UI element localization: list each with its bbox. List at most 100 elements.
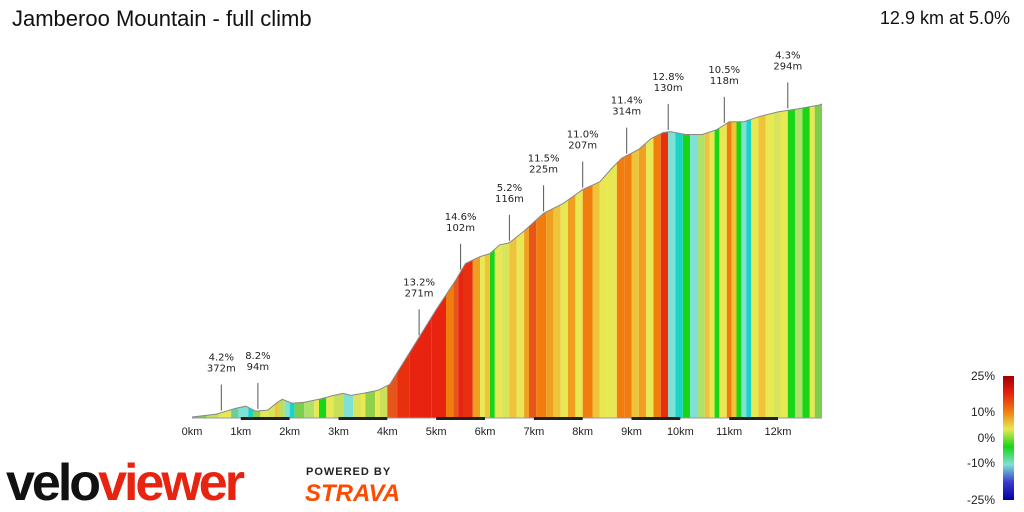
x-tick-label: 2km	[279, 426, 300, 438]
km-bar	[729, 417, 778, 420]
x-tick-label: 1km	[230, 426, 251, 438]
gradient-band	[736, 121, 742, 418]
gradient-band	[524, 226, 529, 418]
powered-by-label: POWERED BY	[306, 466, 392, 478]
km-bar	[240, 417, 290, 420]
gradient-band	[343, 393, 354, 418]
gradient-band	[536, 212, 547, 418]
segment-annotation: 10.5%118m	[708, 65, 740, 123]
gradient-band	[719, 123, 727, 419]
gradient-band	[253, 409, 261, 418]
annotation-grade: 13.2%	[403, 277, 435, 288]
gradient-band	[660, 131, 669, 418]
x-tick-label: 4km	[377, 426, 398, 438]
annotation-length: 102m	[446, 223, 475, 234]
gradient-band	[421, 317, 432, 418]
gradient-band	[568, 194, 576, 418]
svg-text:veloviewer: veloviewer	[6, 454, 245, 512]
segment-annotation: 12.8%130m	[652, 72, 684, 130]
gradient-band	[773, 111, 781, 418]
annotation-grade: 14.6%	[445, 212, 477, 223]
x-tick-label: 8km	[572, 426, 593, 438]
segment-annotation: 11.0%207m	[567, 130, 599, 188]
gradient-band	[387, 372, 398, 418]
gradient-band	[529, 219, 537, 418]
segment-annotations: 4.2%372m 8.2%94m 13.2%271m 14.6%102m 5.2%116…	[207, 50, 802, 411]
gradient-band	[560, 200, 568, 418]
segment-annotation: 5.2%116m	[495, 183, 524, 241]
gradient-band	[360, 392, 366, 418]
annotation-length: 94m	[247, 362, 269, 373]
gradient-band	[278, 399, 285, 418]
gradient-band	[704, 132, 710, 418]
annotation-grade: 11.4%	[611, 96, 643, 107]
km-bar	[436, 417, 485, 420]
gradient-band	[607, 163, 617, 418]
gradient-band	[509, 236, 517, 418]
gradient-band	[284, 400, 290, 418]
veloviewer-logo: veloviewer	[6, 454, 248, 512]
annotation-length: 314m	[612, 107, 641, 118]
gradient-band	[726, 121, 732, 418]
annotation-grade: 8.2%	[245, 351, 270, 362]
gradient-band	[751, 116, 759, 419]
gradient-band	[690, 134, 698, 418]
gradient-band	[575, 189, 583, 418]
annotation-length: 225m	[529, 164, 558, 175]
gradient-band	[365, 390, 376, 418]
gradient-band	[553, 204, 561, 418]
segment-annotation: 11.5%225m	[528, 153, 559, 212]
segment-annotation: 11.4%314m	[611, 96, 643, 154]
x-tick-label: 3km	[328, 426, 349, 438]
gradient-band	[653, 133, 661, 418]
segment-annotation: 13.2%271m	[403, 277, 435, 336]
gradient-legend-label: 10%	[971, 405, 995, 419]
page-title: Jamberoo Mountain - full climb	[12, 6, 312, 31]
gradient-band	[682, 134, 691, 418]
x-tick-label: 0km	[182, 426, 203, 438]
gradient-band	[746, 119, 752, 419]
gradient-band	[758, 115, 766, 418]
annotation-length: 271m	[405, 288, 434, 299]
gradient-band	[646, 137, 654, 419]
annotation-length: 207m	[568, 141, 597, 152]
gradient-band	[431, 295, 446, 418]
gradient-band	[709, 130, 715, 418]
x-tick-label: 11km	[716, 426, 742, 438]
gradient-band	[780, 110, 788, 419]
gradient-band	[333, 393, 344, 418]
x-tick-label: 10km	[667, 426, 694, 438]
gradient-band	[453, 276, 459, 418]
gradient-band	[731, 121, 737, 418]
gradient-band	[260, 410, 268, 418]
annotation-length: 294m	[773, 61, 802, 72]
gradient-band	[409, 333, 422, 418]
gradient-band	[631, 149, 639, 419]
annotation-length: 116m	[495, 194, 524, 205]
profile-line	[191, 103, 823, 418]
gradient-band	[458, 267, 463, 418]
segment-annotation: 8.2%94m	[245, 351, 271, 409]
segment-annotation: 14.6%102m	[445, 212, 477, 270]
x-tick-label: 6km	[475, 426, 496, 438]
gradient-band	[765, 113, 774, 418]
gradient-band	[624, 153, 632, 418]
annotation-grade: 11.0%	[567, 130, 599, 141]
gradient-band	[485, 253, 490, 418]
segment-annotation: 4.3%294m	[773, 50, 802, 109]
gradient-band	[697, 133, 705, 418]
gradient-legend-label: 0%	[978, 431, 996, 445]
gradient-band	[638, 142, 647, 419]
gradient-band	[353, 393, 361, 418]
gradient-legend: 25% 10% 0% -10% -25%	[967, 369, 1014, 507]
climb-summary: 12.9 km at 5.0%	[879, 8, 1010, 28]
gradient-band	[294, 402, 305, 418]
gradient-band	[814, 104, 822, 418]
annotation-length: 372m	[207, 364, 236, 375]
annotation-grade: 10.5%	[708, 65, 740, 76]
gradient-band	[714, 128, 720, 418]
gradient-band	[494, 244, 503, 418]
gradient-band	[248, 407, 253, 418]
gradient-band	[380, 385, 388, 418]
gradient-band	[289, 402, 295, 418]
